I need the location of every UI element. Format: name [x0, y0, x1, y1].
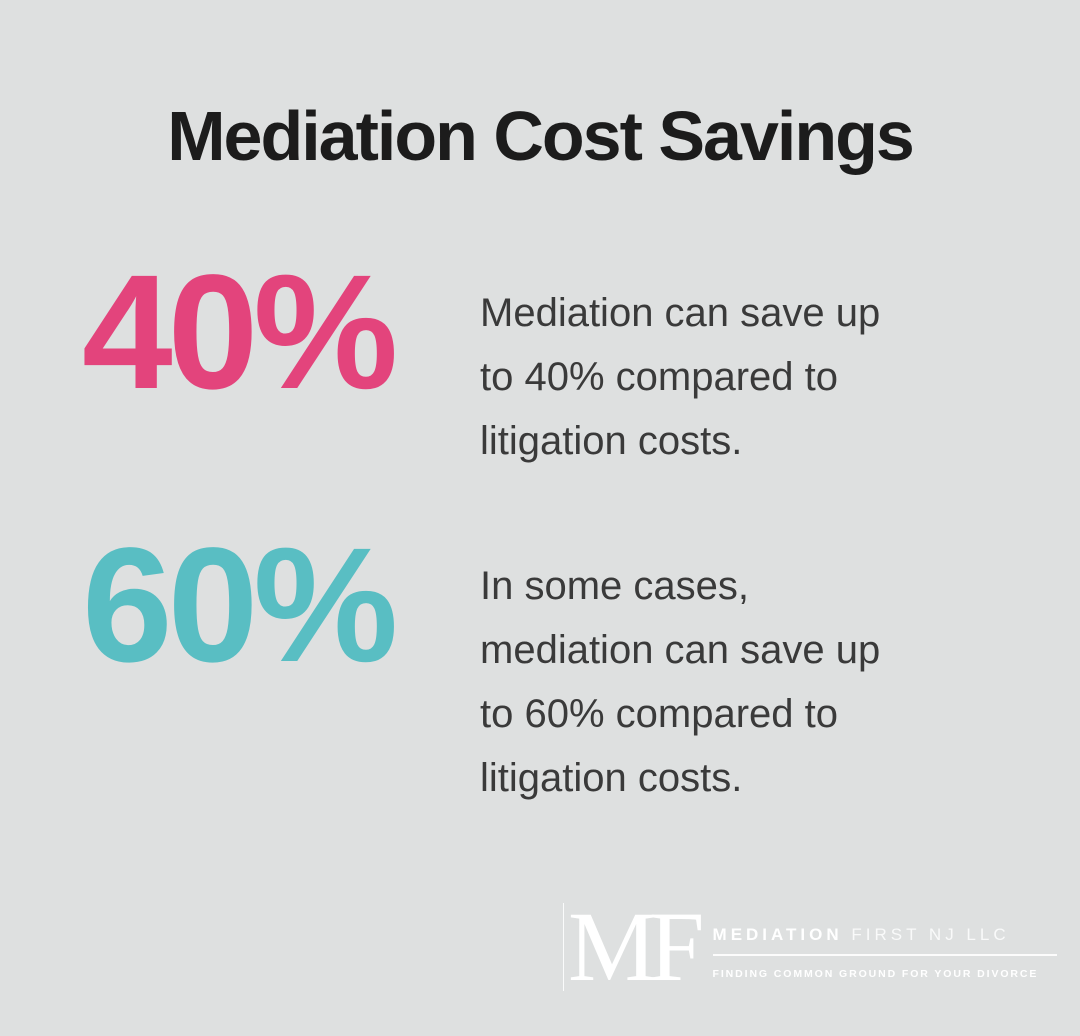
brand-name-secondary: FIRST NJ LLC — [851, 925, 1010, 944]
brand-logo-text: MEDIATION FIRST NJ LLC FINDING COMMON GR… — [712, 903, 1057, 980]
logo-divider — [712, 954, 1057, 956]
stat-40-desc-line-2: to 40% compared to — [480, 355, 838, 399]
page-title: Mediation Cost Savings — [167, 97, 915, 175]
stat-40-desc-line-3: litigation costs. — [480, 419, 743, 463]
stat-60-description: In some cases, mediation can save up to … — [480, 554, 1000, 810]
brand-tagline: FINDING COMMON GROUND FOR YOUR DIVORCE — [712, 968, 1039, 980]
stat-60-desc-line-3: to 60% compared to — [480, 692, 838, 736]
brand-name-primary: MEDIATION — [712, 925, 843, 944]
brand-name: MEDIATION FIRST NJ LLC — [713, 925, 1057, 945]
stat-40-desc-line-1: Mediation can save up — [480, 291, 881, 335]
stat-60-value: 60% — [82, 513, 398, 696]
brand-logo: MF MEDIATION FIRST NJ LLC FINDING COMMON… — [563, 897, 1057, 997]
brand-monogram: MF — [563, 897, 705, 997]
stat-60-desc-line-4: litigation costs. — [480, 756, 743, 800]
stat-40-description: Mediation can save up to 40% compared to… — [480, 281, 1000, 473]
stat-40-value: 40% — [82, 240, 398, 423]
stat-60-desc-line-1: In some cases, — [480, 564, 750, 608]
stat-60-desc-line-2: mediation can save up — [480, 628, 881, 672]
